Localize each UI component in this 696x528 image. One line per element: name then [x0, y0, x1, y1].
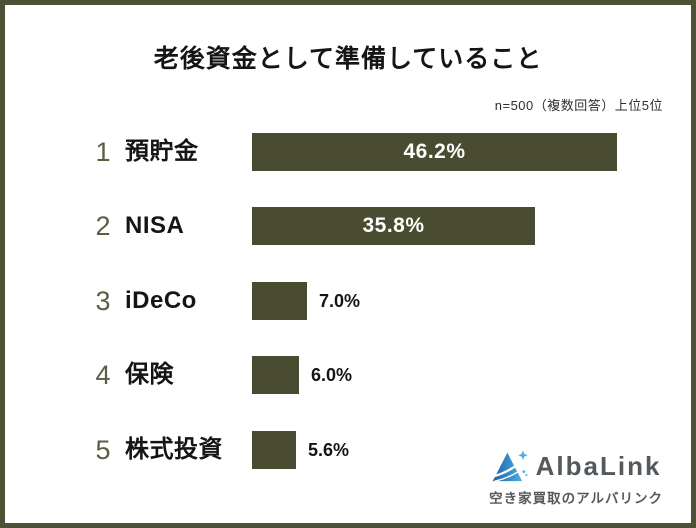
category-label: NISA — [125, 212, 185, 239]
bar-row: 1 預貯金 46.2% — [5, 133, 691, 171]
albalink-logo: AlbaLink 空き家買取のアルバリンク — [489, 449, 663, 507]
bar — [252, 356, 299, 394]
bar-row: 4 保険 6.0% — [5, 356, 691, 394]
bar — [252, 282, 307, 320]
bar: 35.8% — [252, 207, 535, 245]
albalink-triangle-icon — [490, 449, 529, 484]
bar-row: 2 NISA 35.8% — [5, 207, 691, 245]
rank-number: 1 — [95, 137, 111, 167]
chart-title: 老後資金として準備していること — [153, 45, 543, 73]
value-label: 7.0% — [319, 291, 361, 311]
bar-row: 5 株式投資 5.6% — [5, 431, 691, 469]
albalink-logo-subtitle: 空き家買取のアルバリンク — [489, 491, 663, 506]
value-label: 35.8% — [362, 214, 425, 237]
albalink-logo-text: AlbaLink — [535, 451, 662, 481]
value-label: 6.0% — [311, 365, 353, 385]
sample-size-note: n=500（複数回答）上位5位 — [494, 98, 663, 113]
category-label: 株式投資 — [125, 436, 223, 463]
value-label: 5.6% — [308, 440, 350, 460]
rank-number: 2 — [95, 211, 111, 241]
value-label: 46.2% — [403, 140, 466, 163]
rank-number: 3 — [95, 286, 111, 316]
bar-row: 3 iDeCo 7.0% — [5, 282, 691, 320]
category-label: iDeCo — [125, 287, 197, 314]
bar — [252, 431, 296, 469]
rank-number: 5 — [95, 435, 111, 465]
bar: 46.2% — [252, 133, 617, 171]
category-label: 預貯金 — [125, 138, 199, 165]
category-label: 保険 — [125, 361, 174, 388]
rank-number: 4 — [95, 360, 111, 390]
